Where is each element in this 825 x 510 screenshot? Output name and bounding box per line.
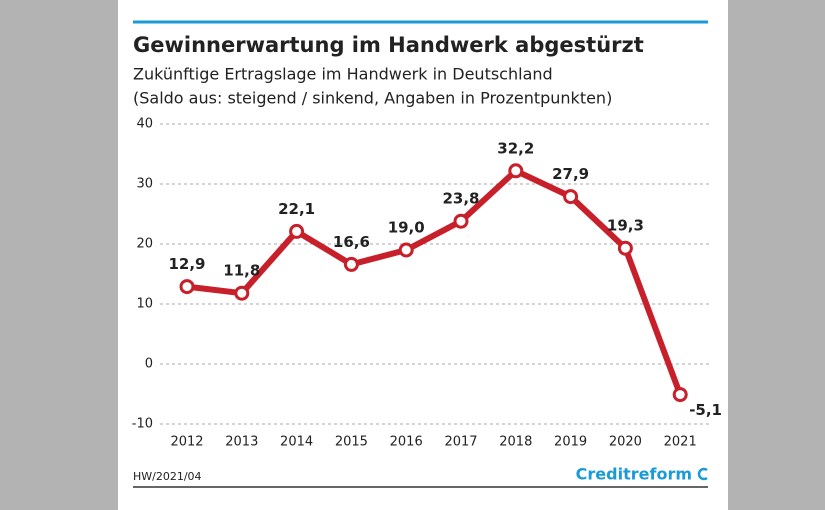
source: HW/2021/04 <box>133 470 202 483</box>
x-tick-label: 2013 <box>225 435 258 450</box>
chart-title: Gewinnerwartung im Handwerk abgestürzt <box>133 33 644 57</box>
y-tick-label: 10 <box>136 297 153 312</box>
x-tick-label: 2017 <box>444 435 477 450</box>
x-tick-label: 2015 <box>335 435 368 450</box>
subtitle: (Saldo aus: steigend / sinkend, Angaben … <box>133 89 612 108</box>
point <box>234 285 250 301</box>
x-tick-label: 2020 <box>609 435 642 450</box>
point <box>672 387 688 403</box>
subtitle: Zukünftige Ertragslage im Handwerk in De… <box>133 65 553 84</box>
x-tick-label: 2021 <box>664 435 697 450</box>
logo-mark <box>697 467 708 481</box>
value-label: -5,1 <box>689 401 722 419</box>
value-label: 11,8 <box>223 262 260 280</box>
value-label: 32,2 <box>497 139 534 157</box>
value-label: 16,6 <box>333 233 370 251</box>
value-label: 19,3 <box>607 217 644 235</box>
x-tick-label: 2018 <box>499 435 532 450</box>
logo: Creditreform <box>576 465 692 484</box>
line <box>186 167 684 396</box>
value-label: 19,0 <box>388 219 425 237</box>
point <box>453 213 469 229</box>
y-tick-label: 30 <box>136 177 153 192</box>
point <box>398 242 414 258</box>
value-label: 27,9 <box>552 165 589 183</box>
y-tick-label: -10 <box>132 417 153 432</box>
y-tick-label: 20 <box>136 237 153 252</box>
value-label: 23,8 <box>442 190 479 208</box>
value-label: 22,1 <box>278 200 315 218</box>
value-label: 12,9 <box>168 255 205 273</box>
y-tick-label: 0 <box>145 357 153 372</box>
x-tick-label: 2012 <box>170 435 203 450</box>
x-tick-label: 2019 <box>554 435 587 450</box>
point <box>617 240 633 256</box>
point <box>508 163 524 179</box>
point <box>179 279 195 295</box>
x-tick-label: 2014 <box>280 435 313 450</box>
point <box>289 223 305 239</box>
point <box>343 256 359 272</box>
y-tick-label: 40 <box>136 117 153 132</box>
x-tick-label: 2016 <box>390 435 423 450</box>
point <box>563 189 579 205</box>
